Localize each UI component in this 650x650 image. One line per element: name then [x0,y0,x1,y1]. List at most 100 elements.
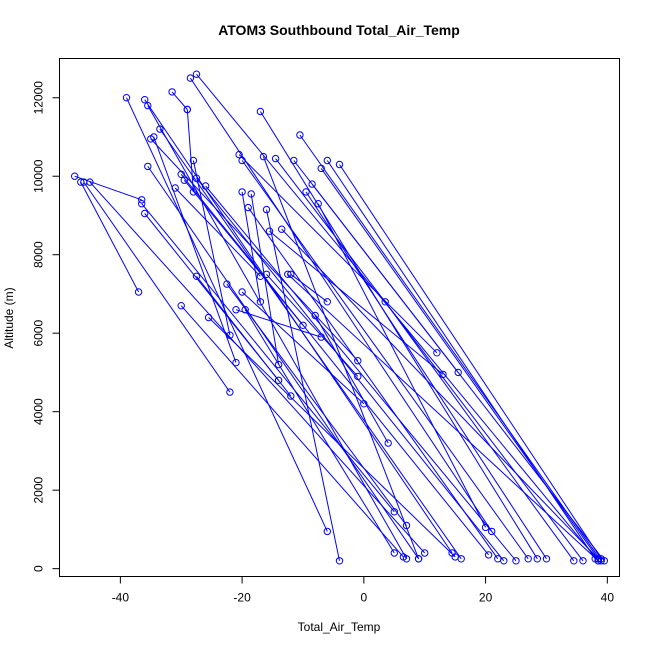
y-axis-title: Altitude (m) [2,287,16,348]
data-point [141,209,149,218]
series-line [305,191,547,560]
series-line [241,191,261,302]
data-point [189,156,198,165]
series-profile [302,188,551,563]
series-profile [156,125,465,563]
series-line [269,230,444,375]
data-point [317,333,325,341]
series-line [74,175,142,201]
series-profile [189,156,234,339]
data-point [354,357,362,365]
data-point [484,551,493,559]
data-point [287,270,295,278]
series-line [241,160,529,560]
data-point [488,527,496,536]
series-profile [77,178,143,296]
data-point [144,101,152,110]
series-profile [180,176,307,329]
series-line [192,160,231,336]
data-point [451,553,459,561]
series-line [89,181,426,554]
y-tick-label: 4000 [32,398,46,425]
series-line [384,301,575,562]
series-line [314,315,389,444]
series-profile [247,190,283,369]
data-point [381,298,389,306]
series-profile [235,150,441,357]
data-point [335,160,344,169]
data-point [402,521,411,530]
data-point [597,555,605,563]
data-point [579,557,587,565]
data-point [138,196,146,204]
data-point [323,156,331,165]
data-point [414,555,423,563]
series-line [196,177,505,562]
series-profile [144,101,411,563]
series-profile [314,200,490,532]
data-point [150,133,158,141]
data-point [86,178,94,186]
data-point [323,527,331,536]
data-point [296,131,304,139]
y-axis: 0 2000 4000 6000 8000 10000 12000 [32,81,60,572]
data-point [204,313,213,322]
data-point [177,170,185,179]
y-tick-label: 8000 [32,241,46,268]
data-point [311,311,319,320]
series-profile [183,105,198,196]
data-point [256,298,265,306]
data-point [512,557,520,565]
series-layer [71,70,608,565]
data-point [156,125,164,133]
series-line [174,187,261,277]
data-point [144,162,152,171]
data-point [302,188,310,196]
series-profile [238,156,532,563]
series-profile [311,311,392,447]
data-point [494,555,502,563]
series-line [183,179,304,326]
data-point [454,368,462,377]
series-line [287,273,599,562]
series-profile [204,313,459,561]
series-line [299,134,602,562]
series-line [326,160,596,560]
data-point [542,555,551,563]
series-profile [284,270,602,565]
series-line [320,168,599,560]
series-profile [278,225,602,563]
series-line [147,105,407,560]
data-point [533,555,541,563]
data-point [335,557,344,565]
series-profile [262,205,344,565]
series-profile [238,288,368,408]
data-point [421,549,429,557]
series-line [259,111,538,560]
data-point [317,164,325,173]
series-line [244,309,395,554]
series-profile [201,182,520,565]
x-tick-label: -40 [112,591,130,605]
series-line [241,291,365,405]
data-point [241,306,249,314]
series-line [226,283,407,526]
data-point [235,150,243,159]
data-point [390,549,398,557]
data-point [274,376,283,384]
series-profile [168,88,192,114]
series-line [196,275,292,397]
data-point [354,372,362,381]
data-point [238,288,246,296]
data-point [256,107,265,116]
series-line [141,203,395,513]
data-point [122,94,131,102]
series-line [83,181,231,393]
series-profile [256,107,541,563]
series-profile [287,270,331,306]
data-point [180,176,189,184]
series-profile [144,162,423,563]
series-profile [138,200,398,516]
data-point [238,156,246,165]
